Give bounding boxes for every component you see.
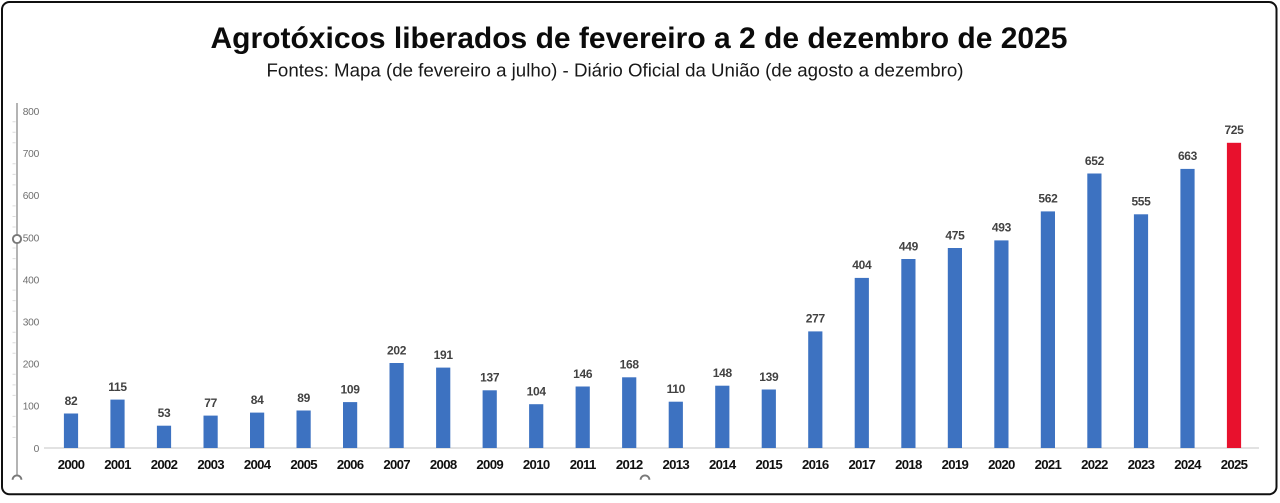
- svg-text:104: 104: [527, 385, 547, 399]
- svg-text:168: 168: [620, 358, 640, 372]
- svg-text:82: 82: [65, 394, 78, 408]
- svg-text:89: 89: [297, 391, 310, 405]
- svg-text:2023: 2023: [1128, 457, 1155, 472]
- svg-text:800: 800: [23, 107, 40, 118]
- svg-text:2007: 2007: [383, 457, 410, 472]
- svg-text:146: 146: [573, 367, 593, 381]
- svg-text:2017: 2017: [849, 457, 876, 472]
- svg-text:300: 300: [23, 318, 40, 329]
- svg-text:555: 555: [1131, 195, 1151, 209]
- svg-text:2010: 2010: [523, 457, 550, 472]
- svg-text:200: 200: [23, 360, 40, 371]
- svg-text:500: 500: [23, 233, 40, 244]
- svg-text:0: 0: [34, 444, 40, 455]
- svg-text:562: 562: [1038, 192, 1058, 206]
- svg-text:2019: 2019: [942, 457, 969, 472]
- svg-text:663: 663: [1178, 149, 1198, 163]
- svg-text:2016: 2016: [802, 457, 829, 472]
- svg-text:2015: 2015: [756, 457, 783, 472]
- svg-text:2020: 2020: [988, 457, 1015, 472]
- svg-text:148: 148: [713, 366, 733, 380]
- svg-text:77: 77: [204, 396, 217, 410]
- svg-text:2005: 2005: [290, 457, 317, 472]
- svg-text:2024: 2024: [1174, 457, 1202, 472]
- svg-text:700: 700: [23, 149, 40, 160]
- svg-text:139: 139: [759, 370, 779, 384]
- svg-text:Fontes: Mapa (de fevereiro a j: Fontes: Mapa (de fevereiro a julho) - Di…: [267, 60, 964, 81]
- svg-text:2014: 2014: [709, 457, 737, 472]
- svg-text:191: 191: [434, 348, 454, 362]
- svg-text:110: 110: [667, 382, 686, 396]
- svg-text:2004: 2004: [244, 457, 272, 472]
- svg-text:2021: 2021: [1035, 457, 1062, 472]
- svg-text:2013: 2013: [663, 457, 690, 472]
- svg-text:2022: 2022: [1081, 457, 1108, 472]
- svg-text:725: 725: [1224, 123, 1244, 137]
- svg-text:2011: 2011: [570, 457, 596, 472]
- svg-text:652: 652: [1085, 154, 1105, 168]
- svg-text:137: 137: [480, 371, 500, 385]
- svg-text:2025: 2025: [1221, 457, 1248, 472]
- svg-text:2009: 2009: [476, 457, 503, 472]
- svg-text:400: 400: [23, 275, 40, 286]
- svg-text:449: 449: [899, 239, 919, 253]
- svg-text:2006: 2006: [337, 457, 364, 472]
- svg-text:Agrotóxicos liberados de fever: Agrotóxicos liberados de fevereiro a 2 d…: [211, 22, 1068, 55]
- svg-text:475: 475: [945, 228, 965, 242]
- svg-text:202: 202: [387, 343, 407, 357]
- svg-text:2018: 2018: [895, 457, 922, 472]
- svg-text:115: 115: [108, 380, 127, 394]
- svg-text:493: 493: [992, 221, 1012, 235]
- svg-text:2012: 2012: [616, 457, 643, 472]
- svg-text:2003: 2003: [197, 457, 224, 472]
- svg-text:109: 109: [341, 382, 361, 396]
- svg-text:84: 84: [251, 393, 264, 407]
- svg-text:2008: 2008: [430, 457, 457, 472]
- svg-text:2002: 2002: [151, 457, 178, 472]
- svg-text:100: 100: [23, 402, 40, 413]
- svg-text:2001: 2001: [104, 457, 131, 472]
- svg-text:277: 277: [806, 312, 826, 326]
- svg-text:600: 600: [23, 191, 40, 202]
- svg-text:2000: 2000: [58, 457, 85, 472]
- svg-text:404: 404: [852, 258, 872, 272]
- svg-text:53: 53: [158, 406, 171, 420]
